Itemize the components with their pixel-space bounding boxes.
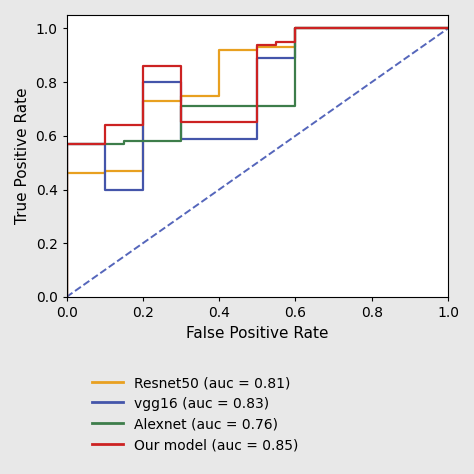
Resnet50 (auc = 0.81) [292,26,298,31]
Resnet50 (auc = 0.81) [64,171,69,176]
Resnet50 (auc = 0.81) [255,45,260,50]
Resnet50 (auc = 0.81) [445,26,451,31]
Y-axis label: True Positive Rate: True Positive Rate [15,88,30,224]
vgg16 (auc = 0.83) [178,79,184,85]
Resnet50 (auc = 0.81) [140,168,146,173]
vgg16 (auc = 0.83) [292,55,298,61]
Our model (auc = 0.85) [64,294,69,300]
vgg16 (auc = 0.83) [255,136,260,141]
Our model (auc = 0.85) [292,39,298,45]
vgg16 (auc = 0.83) [102,187,108,192]
Our model (auc = 0.85) [255,119,260,125]
vgg16 (auc = 0.83) [102,141,108,147]
Resnet50 (auc = 0.81) [292,45,298,50]
Alexnet (auc = 0.76) [292,103,298,109]
Alexnet (auc = 0.76) [292,26,298,31]
Resnet50 (auc = 0.81) [140,98,146,104]
Our model (auc = 0.85) [292,26,298,31]
vgg16 (auc = 0.83) [178,136,184,141]
Resnet50 (auc = 0.81) [64,294,69,300]
Our model (auc = 0.85) [64,141,69,147]
Line: Our model (auc = 0.85): Our model (auc = 0.85) [66,28,448,297]
vgg16 (auc = 0.83) [445,26,451,31]
Our model (auc = 0.85) [178,119,184,125]
vgg16 (auc = 0.83) [140,187,146,192]
Our model (auc = 0.85) [178,63,184,69]
Our model (auc = 0.85) [445,26,451,31]
Line: vgg16 (auc = 0.83): vgg16 (auc = 0.83) [66,28,448,297]
Our model (auc = 0.85) [140,63,146,69]
Alexnet (auc = 0.76) [178,103,184,109]
Our model (auc = 0.85) [273,39,279,45]
Our model (auc = 0.85) [255,42,260,47]
Line: Alexnet (auc = 0.76): Alexnet (auc = 0.76) [66,28,448,297]
Alexnet (auc = 0.76) [121,138,127,144]
Alexnet (auc = 0.76) [121,141,127,147]
Resnet50 (auc = 0.81) [216,93,222,99]
Our model (auc = 0.85) [102,141,108,147]
Resnet50 (auc = 0.81) [102,171,108,176]
Resnet50 (auc = 0.81) [216,47,222,53]
Alexnet (auc = 0.76) [64,294,69,300]
Line: Resnet50 (auc = 0.81): Resnet50 (auc = 0.81) [66,28,448,297]
Our model (auc = 0.85) [140,122,146,128]
vgg16 (auc = 0.83) [255,55,260,61]
Legend: Resnet50 (auc = 0.81), vgg16 (auc = 0.83), Alexnet (auc = 0.76), Our model (auc : Resnet50 (auc = 0.81), vgg16 (auc = 0.83… [92,376,298,453]
Resnet50 (auc = 0.81) [178,93,184,99]
vgg16 (auc = 0.83) [64,141,69,147]
Alexnet (auc = 0.76) [445,26,451,31]
Resnet50 (auc = 0.81) [178,98,184,104]
Alexnet (auc = 0.76) [178,138,184,144]
X-axis label: False Positive Rate: False Positive Rate [186,326,328,340]
vgg16 (auc = 0.83) [292,26,298,31]
Resnet50 (auc = 0.81) [255,47,260,53]
Resnet50 (auc = 0.81) [102,168,108,173]
vgg16 (auc = 0.83) [140,79,146,85]
Alexnet (auc = 0.76) [64,141,69,147]
vgg16 (auc = 0.83) [64,294,69,300]
Our model (auc = 0.85) [273,42,279,47]
Our model (auc = 0.85) [102,122,108,128]
